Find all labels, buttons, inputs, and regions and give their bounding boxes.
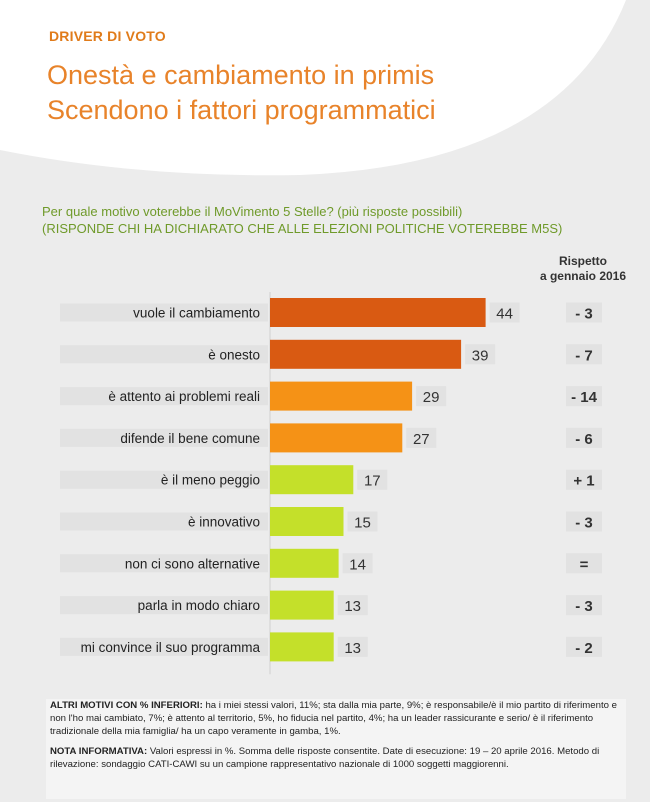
bar-chart: vuole il cambiamento 44 - 3 è onesto 39 - 7 è … — [60, 292, 602, 675]
category-label-bg — [60, 470, 268, 489]
page-title-line2: Scendono i fattori programmatici — [47, 95, 436, 125]
change-label: + 1 — [573, 473, 594, 490]
bar — [270, 423, 403, 453]
page-title-line1: Onestà e cambiamento in primis — [47, 60, 435, 90]
change-label-bg — [566, 427, 602, 448]
value-label-bg — [465, 344, 496, 365]
change-label-bg — [566, 511, 602, 532]
section-kicker: DRIVER DI VOTO — [49, 28, 166, 44]
category-label-bg — [60, 596, 268, 615]
value-label: 39 — [472, 347, 489, 364]
value-label: 14 — [349, 556, 366, 573]
category-label: è attento ai problemi reali — [108, 389, 260, 404]
category-label: vuole il cambiamento — [133, 306, 260, 321]
change-label: - 14 — [571, 389, 598, 406]
bar — [270, 339, 462, 369]
change-header-line2: a gennaio 2016 — [539, 269, 627, 283]
other-reasons-note: ALTRI MOTIVI CON % INFERIORI: ha i miei … — [46, 699, 626, 739]
category-label: mi convince il suo programma — [81, 640, 261, 655]
change-label: - 2 — [575, 640, 593, 657]
value-label: 13 — [344, 598, 361, 615]
change-label-bg — [566, 386, 602, 407]
category-label: è il meno peggio — [161, 473, 260, 488]
bar — [270, 381, 413, 411]
category-label-bg — [60, 387, 268, 406]
category-label: è innovativo — [188, 515, 260, 530]
question-text: Per quale motivo voterebbe il MoVimento … — [42, 204, 463, 219]
other-reasons-text: ha i miei stessi valori, 11%; sta dalla … — [50, 700, 617, 738]
bar — [270, 632, 334, 662]
category-label-bg — [60, 512, 268, 531]
info-note: NOTA INFORMATIVA: Valori espressi in %. … — [46, 745, 626, 771]
notes-box: ALTRI MOTIVI CON % INFERIORI: ha i miei … — [46, 699, 626, 799]
background-arc — [0, 0, 626, 176]
other-reasons-label: ALTRI MOTIVI CON % INFERIORI: — [50, 700, 203, 711]
question-respondents: (RISPONDE CHI HA DICHIARATO CHE ALLE ELE… — [42, 221, 563, 236]
category-label: parla in modo chiaro — [138, 598, 260, 613]
value-label-bg — [337, 595, 368, 616]
change-label: = — [580, 556, 589, 573]
category-label-bg — [60, 428, 268, 447]
change-label-bg — [566, 636, 602, 657]
bar — [270, 548, 339, 578]
category-label-bg — [60, 637, 268, 656]
bar — [270, 465, 354, 495]
value-label-bg — [416, 386, 447, 407]
survey-question: Per quale motivo voterebbe il MoVimento … — [42, 203, 562, 237]
change-label-bg — [566, 553, 602, 574]
change-label-bg — [566, 595, 602, 616]
value-label-bg — [489, 302, 520, 323]
value-label-bg — [357, 469, 388, 490]
change-label: - 3 — [575, 598, 593, 615]
change-label: - 6 — [575, 431, 593, 448]
category-label-bg — [60, 554, 268, 573]
value-label: 27 — [413, 431, 430, 448]
value-label: 29 — [423, 389, 440, 406]
change-column-header: Rispetto a gennaio 2016 — [531, 254, 635, 284]
value-label: 17 — [364, 473, 381, 490]
info-text: Valori espressi in %. Somma delle rispos… — [50, 745, 600, 770]
change-label-bg — [566, 344, 602, 365]
value-label: 13 — [344, 640, 361, 657]
value-label: 15 — [354, 515, 371, 532]
category-label-bg — [60, 345, 268, 364]
category-label-bg — [60, 303, 268, 322]
change-label-bg — [566, 469, 602, 490]
bar — [270, 507, 344, 536]
change-label: - 3 — [575, 515, 593, 532]
info-label: NOTA INFORMATIVA: — [50, 745, 148, 757]
value-label-bg — [337, 636, 368, 657]
category-label: difende il bene comune — [120, 431, 260, 446]
change-label: - 7 — [575, 347, 593, 364]
change-label: - 3 — [575, 306, 593, 323]
change-label-bg — [566, 302, 602, 323]
category-label: è onesto — [208, 347, 260, 362]
value-label-bg — [342, 553, 373, 574]
bar — [270, 298, 486, 327]
change-header-line1: Rispetto — [559, 254, 607, 268]
value-label-bg — [406, 427, 437, 448]
bar — [270, 590, 334, 620]
value-label-bg — [347, 511, 378, 532]
category-label: non ci sono alternative — [125, 556, 260, 571]
value-label: 44 — [496, 306, 513, 323]
